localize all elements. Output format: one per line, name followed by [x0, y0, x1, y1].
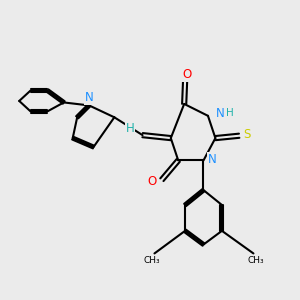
Text: N: N [215, 107, 224, 120]
Text: O: O [148, 175, 157, 188]
Text: H: H [226, 108, 234, 118]
Text: CH₃: CH₃ [144, 256, 160, 266]
Text: CH₃: CH₃ [248, 256, 264, 266]
Text: N: N [85, 92, 94, 104]
Text: S: S [243, 128, 250, 141]
Text: O: O [182, 68, 191, 81]
Text: N: N [208, 153, 217, 166]
Text: H: H [126, 122, 134, 135]
